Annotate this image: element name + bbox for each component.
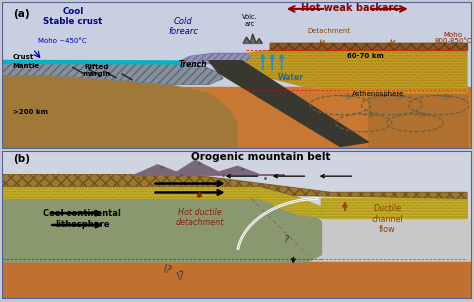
Text: Cool continental
lithosphere: Cool continental lithosphere [43, 209, 121, 229]
Text: (a): (a) [13, 9, 29, 19]
Polygon shape [2, 61, 223, 84]
Polygon shape [2, 198, 321, 262]
Text: Crust: Crust [13, 54, 34, 60]
Bar [2, 87, 472, 149]
Text: Moho
800-850°C: Moho 800-850°C [434, 31, 472, 44]
Polygon shape [2, 60, 195, 65]
Polygon shape [2, 187, 321, 217]
Text: ?: ? [284, 235, 289, 245]
Text: Hot weak backarc: Hot weak backarc [301, 3, 399, 13]
Text: Moho ~450°C: Moho ~450°C [37, 38, 86, 44]
Text: Volc.
arc: Volc. arc [242, 14, 257, 27]
Text: 60-70 km: 60-70 km [347, 53, 384, 59]
Text: Orogenic mountain belt: Orogenic mountain belt [191, 152, 330, 162]
Text: Rifted
margin: Rifted margin [82, 64, 110, 77]
Bar [2, 2, 472, 87]
Text: Trench: Trench [178, 60, 207, 69]
Bar [2, 151, 472, 217]
Text: Cool
Stable crust: Cool Stable crust [43, 7, 102, 26]
Text: Water: Water [278, 73, 304, 82]
Polygon shape [181, 53, 251, 64]
Polygon shape [321, 198, 467, 217]
Polygon shape [246, 50, 467, 93]
Text: Mantle: Mantle [13, 63, 40, 69]
Polygon shape [209, 61, 368, 146]
Text: Detachment: Detachment [307, 28, 350, 34]
Text: Cold
forearc: Cold forearc [168, 17, 198, 36]
Polygon shape [270, 43, 467, 50]
Text: Ductile
channel
flow: Ductile channel flow [371, 204, 403, 234]
Polygon shape [2, 76, 237, 149]
Text: \?: \? [175, 269, 186, 282]
Text: >200 km: >200 km [13, 110, 48, 115]
Text: \?: \? [161, 264, 172, 276]
Text: Asthenosphere: Asthenosphere [352, 91, 404, 97]
Polygon shape [368, 93, 467, 149]
Text: Hot ductile
detachment: Hot ductile detachment [175, 208, 224, 227]
Bar [2, 262, 472, 299]
Text: (b): (b) [13, 154, 30, 164]
Polygon shape [2, 175, 467, 198]
